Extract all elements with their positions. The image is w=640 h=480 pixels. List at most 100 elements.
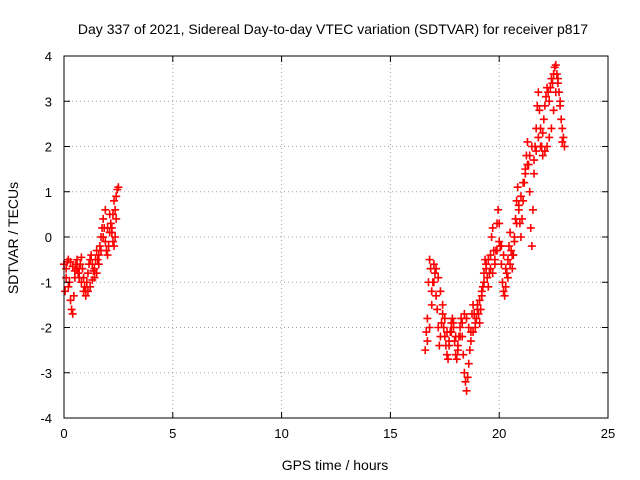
data-point — [442, 350, 451, 359]
y-tick-label: -3 — [40, 366, 52, 381]
data-point — [64, 282, 73, 291]
data-point — [535, 106, 544, 115]
data-point — [525, 151, 534, 160]
data-point — [545, 97, 554, 106]
data-point — [69, 291, 78, 300]
data-point — [473, 305, 482, 314]
data-point — [527, 242, 536, 251]
data-point — [507, 246, 516, 255]
x-tick-label: 5 — [169, 426, 176, 441]
data-point — [547, 124, 556, 133]
data-point — [77, 253, 86, 262]
data-point — [557, 115, 566, 124]
data-point — [488, 269, 497, 278]
data-point — [495, 219, 504, 228]
data-point — [538, 128, 547, 137]
data-point — [68, 262, 77, 271]
data-point — [436, 287, 445, 296]
data-point — [112, 214, 121, 223]
data-point — [433, 305, 442, 314]
data-point — [90, 264, 99, 273]
data-point — [497, 260, 506, 269]
data-point — [499, 251, 508, 260]
data-point — [68, 309, 77, 318]
data-point — [423, 337, 432, 346]
data-point — [497, 242, 506, 251]
grid — [64, 56, 608, 418]
y-tick-label: 0 — [45, 230, 52, 245]
data-point — [552, 70, 561, 79]
data-point — [439, 323, 448, 332]
data-point — [551, 61, 560, 70]
data-point — [459, 350, 468, 359]
data-point — [93, 255, 102, 264]
data-point — [546, 83, 555, 92]
data-point — [538, 151, 547, 160]
data-point — [500, 291, 509, 300]
data-point — [523, 137, 532, 146]
data-point — [111, 205, 120, 214]
x-axis-label: GPS time / hours — [282, 457, 389, 473]
data-point — [99, 233, 108, 241]
data-point — [108, 237, 117, 246]
data-point — [474, 309, 483, 318]
data-point — [427, 287, 436, 296]
data-point — [76, 260, 85, 269]
data-point — [540, 147, 549, 156]
data-point — [73, 255, 82, 264]
data-point — [445, 337, 454, 346]
data-point — [103, 223, 112, 232]
data-point — [110, 242, 119, 251]
data-series-1 — [60, 183, 123, 318]
data-point — [528, 205, 537, 214]
data-point — [486, 251, 495, 260]
data-point — [512, 219, 521, 228]
data-point — [464, 359, 473, 368]
y-tick-label: 2 — [45, 140, 52, 155]
data-point — [81, 291, 90, 300]
data-point — [503, 273, 512, 282]
y-tick-label: 4 — [45, 49, 52, 64]
data-point — [103, 251, 112, 260]
data-point — [539, 115, 548, 124]
data-point — [558, 124, 567, 133]
data-point — [64, 255, 73, 264]
data-point — [66, 296, 75, 305]
data-point — [519, 178, 528, 187]
data-point — [110, 196, 119, 205]
y-tick-label: -1 — [40, 275, 52, 290]
data-point — [466, 337, 475, 346]
chart-title: Day 337 of 2021, Sidereal Day-to-day VTE… — [78, 21, 588, 37]
data-point — [101, 205, 110, 214]
data-point — [425, 323, 434, 332]
data-point — [482, 264, 491, 273]
data-point — [534, 133, 543, 142]
data-point — [95, 242, 104, 251]
data-point — [495, 237, 504, 246]
data-point — [111, 233, 120, 241]
y-axis-label: SDTVAR / TECUs — [5, 182, 21, 294]
data-point — [487, 233, 496, 241]
data-point — [99, 214, 108, 223]
data-point — [437, 318, 446, 327]
data-point — [508, 251, 517, 260]
x-tick-label: 0 — [60, 426, 67, 441]
data-point — [444, 355, 453, 364]
data-point — [556, 97, 565, 106]
data-point — [483, 273, 492, 282]
data-point — [536, 124, 545, 133]
data-point — [536, 142, 545, 151]
data-point — [540, 101, 549, 110]
data-point — [493, 246, 502, 255]
data-point — [456, 323, 465, 332]
data-point — [425, 255, 434, 264]
data-point — [513, 183, 522, 192]
data-point — [523, 160, 532, 169]
data-point — [465, 346, 474, 355]
data-point — [494, 205, 503, 214]
data-point — [499, 287, 508, 296]
data-point — [463, 373, 472, 382]
data-point — [506, 260, 515, 269]
data-point — [530, 169, 539, 178]
data-point — [460, 309, 469, 318]
